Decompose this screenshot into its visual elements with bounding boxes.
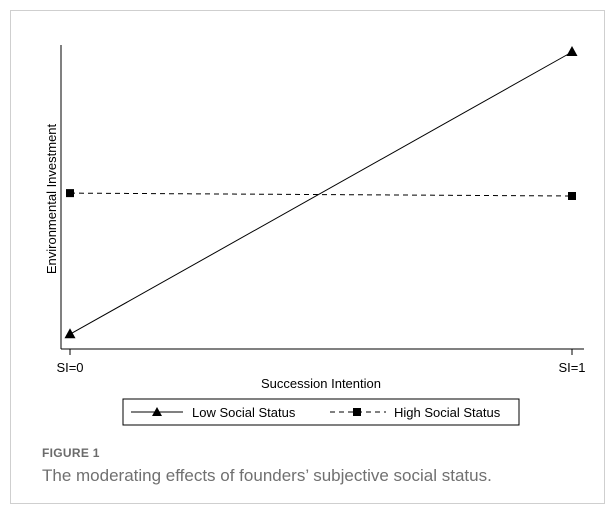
legend: Low Social Status High Social Status <box>122 398 520 426</box>
series-0-point-0 <box>64 328 76 339</box>
series-1-point-1 <box>568 192 576 200</box>
legend-label-high: High Social Status <box>394 405 501 420</box>
x-tick-label-0: SI=0 <box>56 360 83 375</box>
x-axis-title: Succession Intention <box>261 376 381 391</box>
figure-label: FIGURE 1 <box>42 446 100 460</box>
legend-triangle-marker <box>152 407 162 416</box>
x-tick-label-1: SI=1 <box>558 360 585 375</box>
legend-label-low: Low Social Status <box>192 405 296 420</box>
series-0-point-1 <box>566 46 578 56</box>
series-line-0 <box>69 51 573 335</box>
legend-box <box>122 398 520 426</box>
figure-caption: The moderating effects of founders’ subj… <box>42 466 492 485</box>
legend-square-marker <box>353 408 361 416</box>
series-1-point-0 <box>66 189 74 198</box>
y-axis-title: Environmental Investment <box>44 123 59 274</box>
series-line-1 <box>69 192 573 197</box>
series-layer <box>64 46 578 339</box>
